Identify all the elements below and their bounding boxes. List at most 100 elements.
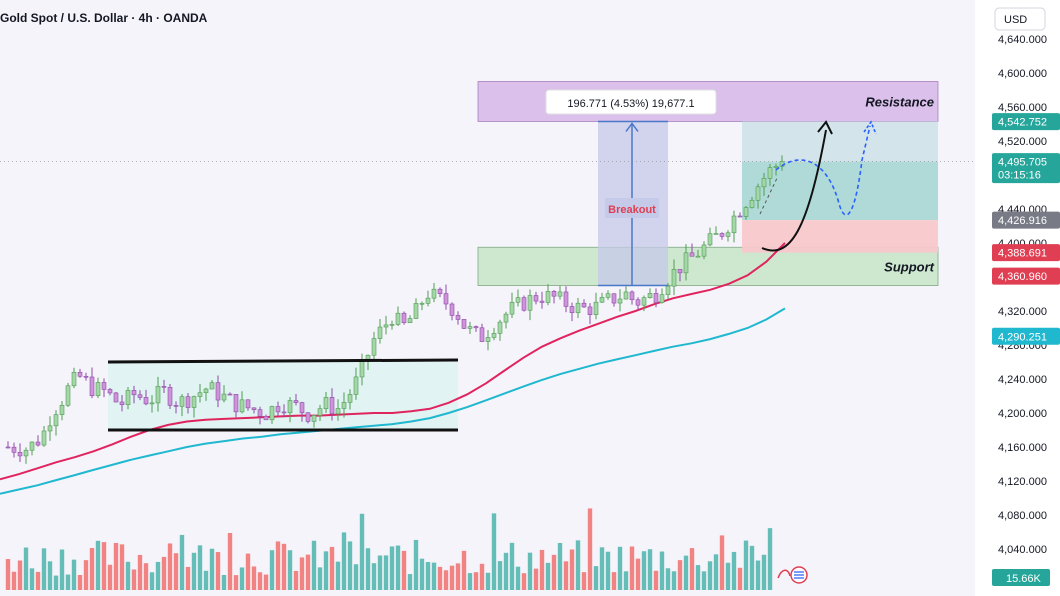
candle <box>299 402 305 414</box>
alternate-path-head <box>863 120 877 135</box>
volume-bar <box>47 561 53 590</box>
candle <box>743 207 749 217</box>
candle <box>527 295 533 311</box>
volume-bar <box>365 548 371 590</box>
candle <box>167 386 173 406</box>
volume-bar <box>443 570 449 590</box>
candle <box>377 326 383 339</box>
candle <box>611 293 617 304</box>
volume-bar <box>353 564 359 590</box>
candle <box>593 301 599 315</box>
price-label: 4,495.705 <box>998 157 1047 169</box>
candle <box>113 392 119 403</box>
volume-bar <box>293 570 299 590</box>
volume-bar <box>671 571 677 590</box>
candle <box>419 302 425 305</box>
volume-bar <box>767 528 773 590</box>
volume-bar <box>155 561 161 590</box>
price-label-badge <box>992 211 1060 229</box>
candle <box>233 394 239 413</box>
candle <box>323 397 329 410</box>
price-label-badge <box>992 327 1060 345</box>
candle <box>599 297 605 303</box>
candle <box>59 404 65 415</box>
volume-bar <box>35 571 41 590</box>
candle <box>101 382 107 390</box>
measure-label: 196.771 (4.53%) 19,677.1 <box>567 98 694 110</box>
volume-bar <box>161 556 167 590</box>
lightning-icon <box>777 569 791 579</box>
candle <box>119 401 125 406</box>
candle <box>287 400 293 414</box>
candle <box>317 408 323 416</box>
volume-bar <box>65 574 71 590</box>
volume-bar <box>485 572 491 590</box>
volume-bar <box>107 564 113 590</box>
volume-bar <box>419 558 425 590</box>
volume-bar <box>533 568 539 590</box>
candle <box>623 291 629 300</box>
volume-bar <box>623 571 629 590</box>
volume-bar <box>23 547 29 590</box>
candle <box>245 399 251 409</box>
y-tick-label: 4,080.000 <box>998 510 1047 522</box>
volume-bar <box>29 568 35 590</box>
candle <box>767 167 773 179</box>
volume-bar <box>395 545 401 590</box>
volume-badge <box>992 569 1050 586</box>
volume-bar <box>659 551 665 590</box>
volume-bar <box>83 560 89 590</box>
candle <box>251 407 257 411</box>
candle <box>281 411 287 414</box>
volume-bar <box>167 543 173 590</box>
volume-bar <box>275 541 281 590</box>
price-label-badge <box>992 153 1060 184</box>
candle <box>203 388 209 394</box>
candle <box>641 297 647 306</box>
volume-bar <box>77 574 83 590</box>
volume-bar <box>527 552 533 590</box>
candle <box>437 288 443 294</box>
volume-bar <box>563 561 569 590</box>
support-label: Support <box>884 259 934 274</box>
volume-bar <box>5 559 11 590</box>
volume-bar <box>743 540 749 590</box>
volume-bar <box>305 554 311 590</box>
volume-bar <box>677 560 683 590</box>
candle <box>575 302 581 313</box>
target-zone-lower <box>742 161 938 221</box>
candle <box>161 386 167 388</box>
price-axis: USD 4,640.000 4,600.000 4,560.000 4,520.000 4… <box>975 0 1060 596</box>
currency-label: USD <box>1004 14 1027 26</box>
target-zone-upper <box>742 121 938 162</box>
volume-bar <box>17 560 23 590</box>
candle <box>17 452 23 457</box>
currency-button[interactable] <box>994 7 1046 31</box>
volume-bar <box>731 551 737 590</box>
projection-arrow <box>761 129 827 252</box>
candle <box>491 333 497 338</box>
volume-bar <box>617 546 623 590</box>
volume-bar <box>269 550 275 590</box>
candle <box>677 269 683 274</box>
volume-bar <box>551 554 557 590</box>
candle <box>227 393 233 396</box>
y-tick-label: 4,520.000 <box>998 136 1047 148</box>
support-zone[interactable] <box>477 246 939 286</box>
volume-bar <box>263 574 269 590</box>
stop-zone <box>742 220 938 253</box>
candle <box>755 186 761 201</box>
volume-bar <box>131 569 137 590</box>
consolidation-upper-line[interactable] <box>107 358 459 364</box>
candle <box>311 415 317 422</box>
y-tick-label: 4,640.000 <box>998 34 1047 46</box>
candle <box>647 293 653 298</box>
volume-bar <box>383 555 389 590</box>
y-tick-label: 4,240.000 <box>998 374 1047 386</box>
volume-bar <box>227 532 233 590</box>
volume-bar <box>593 566 599 590</box>
volume-bar <box>143 563 149 590</box>
consolidation-box[interactable] <box>108 362 458 430</box>
volume-bar <box>101 542 107 590</box>
